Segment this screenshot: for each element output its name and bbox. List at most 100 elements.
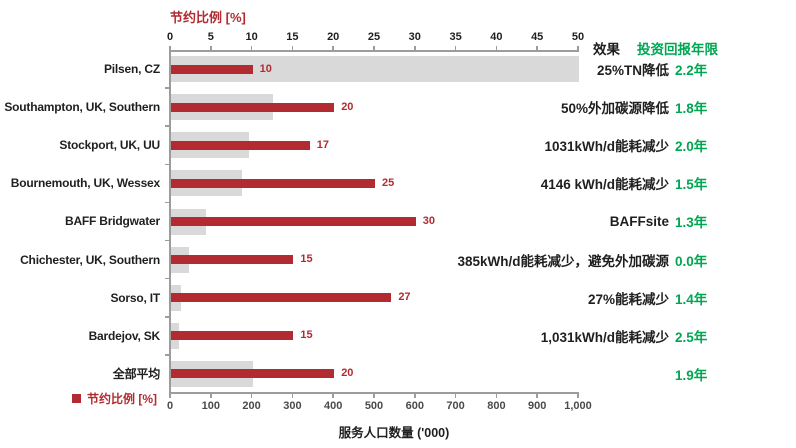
saving-bar xyxy=(171,369,335,379)
effect-payback-row: 1031kWh/d能耗减少 2.0年 xyxy=(430,126,715,164)
bottom-axis-tick xyxy=(414,393,416,398)
bottom-axis-tick-label: 400 xyxy=(324,400,343,412)
category-label: Bournemouth, UK, Wessex xyxy=(10,176,160,191)
effect-payback-row: 1,031kWh/d能耗减少 2.5年 xyxy=(430,317,715,355)
saving-bar xyxy=(171,102,335,112)
top-axis-tick xyxy=(250,45,253,51)
category-separator-tick xyxy=(165,201,170,204)
effect-column-header: 效果 xyxy=(593,42,620,57)
saving-bar xyxy=(171,217,416,226)
bottom-axis-tick xyxy=(536,393,538,398)
effect-text: 4146 kWh/d能耗减少 xyxy=(540,177,669,193)
top-axis-tick xyxy=(169,45,171,51)
effect-text: 1031kWh/d能耗减少 xyxy=(544,139,669,155)
payback-value: 1.4年 xyxy=(675,291,708,307)
effect-payback-panel: 效果 投资回报年限 25%TN降低 2.2年 50%外加碳源降低 1.8年 1031kW… xyxy=(430,42,718,393)
saving-value-label: 15 xyxy=(300,253,313,266)
legend: 节约比例 [%] xyxy=(72,390,157,407)
bottom-axis-tick-label: 800 xyxy=(487,400,506,412)
top-axis-tick-label: 40 xyxy=(490,31,503,43)
bottom-axis-title: 服务人口数量 ('000) xyxy=(338,426,450,440)
bottom-axis-tick xyxy=(577,393,579,398)
category-separator-tick xyxy=(165,277,170,280)
payback-value: 2.2年 xyxy=(675,63,708,79)
effect-payback-row: 4146 kWh/d能耗减少 1.5年 xyxy=(430,164,715,202)
bottom-axis-line xyxy=(169,392,579,394)
effect-payback-row: 1.9年 xyxy=(430,355,715,393)
category-label: Pilsen, CZ xyxy=(103,62,160,77)
category-label: Bardejov, SK xyxy=(88,328,161,343)
category-separator-tick xyxy=(165,316,170,318)
effect-text: 27%能耗减少 xyxy=(587,291,669,307)
top-axis-tick xyxy=(414,45,416,51)
bottom-axis-tick-label: 500 xyxy=(364,400,384,412)
saving-bar xyxy=(171,64,253,74)
category-label: Sorso, IT xyxy=(110,290,160,305)
saving-value-label: 20 xyxy=(341,367,354,380)
effect-payback-row: 25%TN降低 2.2年 xyxy=(430,50,715,88)
payback-value: 1.9年 xyxy=(675,367,708,383)
bottom-axis-tick-label: 0 xyxy=(166,400,174,412)
bottom-axis-tick xyxy=(210,393,212,398)
top-axis-tick xyxy=(454,45,457,51)
top-axis-tick xyxy=(291,45,294,51)
bottom-axis-tick-label: 300 xyxy=(283,400,302,412)
category-separator-tick xyxy=(165,125,170,127)
bottom-axis-tick xyxy=(332,393,334,398)
category-label: Chichester, UK, Southern xyxy=(20,252,160,267)
saving-bar xyxy=(171,293,392,303)
saving-value-label: 10 xyxy=(259,62,272,75)
category-label: Stockport, UK, UU xyxy=(59,138,160,153)
effect-text: 385kWh/d能耗减少，避免外加碳源 xyxy=(457,253,669,269)
top-axis-tick xyxy=(332,45,334,51)
bottom-axis-tick xyxy=(169,393,171,398)
top-axis-tick-label: 30 xyxy=(408,31,421,43)
top-axis-tick-label: 20 xyxy=(327,31,340,43)
payback-value: 1.3年 xyxy=(675,215,708,231)
category-separator-tick xyxy=(165,163,170,166)
category-separator-tick xyxy=(165,239,170,242)
legend-label: 节约比例 [%] xyxy=(87,392,157,406)
top-axis-tick xyxy=(210,45,212,51)
effect-payback-row: 50%外加碳源降低 1.8年 xyxy=(430,88,715,126)
effect-text: 50%外加碳源降低 xyxy=(560,101,669,117)
bottom-axis-tick-label: 1,000 xyxy=(564,400,592,412)
bottom-axis-tick xyxy=(454,393,457,398)
top-axis-title: 节约比例 [%] xyxy=(170,10,246,25)
bottom-axis-tick-label: 100 xyxy=(201,400,220,412)
bottom-axis-tick-label: 700 xyxy=(446,400,465,412)
payback-value: 2.5年 xyxy=(675,329,708,345)
bottom-axis-tick xyxy=(373,393,375,398)
top-axis-tick-label: 35 xyxy=(449,31,462,43)
top-axis-line xyxy=(169,50,579,52)
category-label: 全部平均 xyxy=(112,367,160,382)
payback-value: 1.5年 xyxy=(675,177,708,193)
category-separator-tick xyxy=(165,354,170,356)
effect-payback-rows: 25%TN降低 2.2年 50%外加碳源降低 1.8年 1031kWh/d能耗减少 2.0… xyxy=(430,50,715,393)
top-axis-tick xyxy=(577,45,579,51)
saving-bar xyxy=(171,255,294,265)
effect-text: 1,031kWh/d能耗减少 xyxy=(540,329,669,345)
saving-value-label: 25 xyxy=(382,176,395,189)
top-axis-tick-label: 15 xyxy=(286,31,299,43)
saving-value-label: 27 xyxy=(398,291,411,304)
bottom-axis-tick xyxy=(250,393,253,398)
payback-value: 0.0年 xyxy=(675,253,708,269)
category-label: Southampton, UK, Southern xyxy=(4,100,160,115)
bottom-axis-tick-label: 900 xyxy=(528,400,547,412)
top-axis-tick-label: 5 xyxy=(207,31,214,43)
payback-value: 1.8年 xyxy=(675,101,708,117)
top-axis-tick-label: 10 xyxy=(245,31,258,43)
bottom-axis-tick-label: 200 xyxy=(242,400,261,412)
top-axis-tick xyxy=(495,45,498,51)
saving-value-label: 20 xyxy=(341,100,354,113)
top-axis-tick-label: 25 xyxy=(367,31,381,43)
category-label: BAFF Bridgwater xyxy=(64,214,160,229)
bottom-axis-tick-label: 600 xyxy=(405,400,424,412)
bottom-axis-tick xyxy=(291,393,294,398)
saving-value-label: 15 xyxy=(300,329,313,342)
legend-swatch-icon xyxy=(72,394,81,403)
left-axis-line xyxy=(169,50,171,393)
saving-value-label: 17 xyxy=(316,138,329,151)
